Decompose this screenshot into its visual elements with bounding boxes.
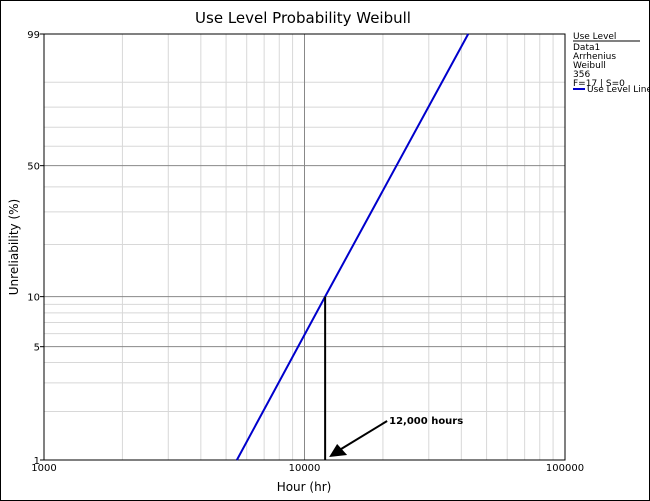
annotation-layer: 12,000 hours xyxy=(329,416,463,457)
legend-header: Use Level xyxy=(573,32,616,42)
legend: Use Level Data1 Arrhenius Weibull 356 F=… xyxy=(573,32,650,95)
legend-line-distribution: Weibull xyxy=(573,61,606,71)
annotation-arrow-line xyxy=(340,420,388,450)
legend-line-counts: F=17 | S=0 xyxy=(573,79,625,89)
annotation-label: 12,000 hours xyxy=(389,416,463,427)
y-tick-label: 5 xyxy=(34,343,40,354)
x-axis-ticks: 1000 10000 100000 xyxy=(31,463,584,474)
legend-line-model: Arrhenius xyxy=(573,52,616,62)
legend-line-data: Data1 xyxy=(573,43,600,53)
y-tick-label: 50 xyxy=(27,162,40,173)
legend-series-label: Use Level Line xyxy=(587,85,650,95)
x-axis-label: Hour (hr) xyxy=(277,480,332,494)
series-layer xyxy=(235,33,470,461)
legend-line-value: 356 xyxy=(573,70,590,80)
y-tick-label: 1 xyxy=(34,456,40,467)
plot-border xyxy=(43,33,566,461)
x-tick-label: 100000 xyxy=(546,463,584,474)
y-axis-ticks: 1 5 10 50 99 xyxy=(27,30,44,467)
x-tick-label: 10000 xyxy=(289,463,321,474)
annotation-arrow-head xyxy=(329,444,348,457)
y-axis-label: Unreliability (%) xyxy=(7,199,21,295)
y-tick-label: 10 xyxy=(27,293,40,304)
x-tick-label: 1000 xyxy=(31,463,56,474)
chart-title: Use Level Probability Weibull xyxy=(195,9,411,27)
y-tick-label: 99 xyxy=(27,30,40,41)
